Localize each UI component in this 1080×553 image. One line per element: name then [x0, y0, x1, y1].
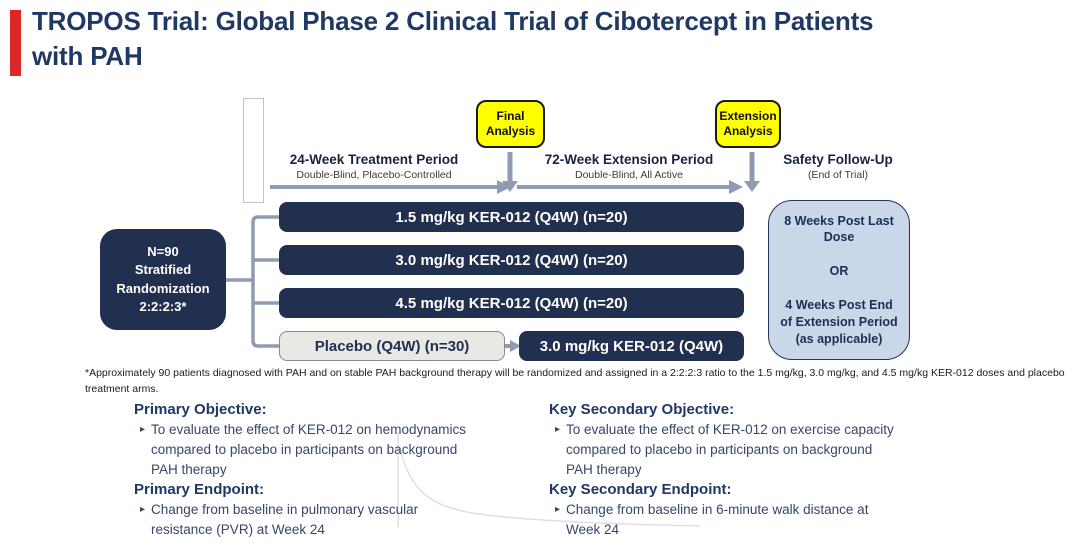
bullet-triangle-icon: ▸ — [555, 424, 561, 436]
primary-endpoint-heading: Primary Endpoint: — [134, 481, 265, 499]
safety-followup-title: Safety Follow-Up — [783, 152, 893, 167]
arm-pill-1-5mg: 1.5 mg/kg KER-012 (Q4W) (n=20) — [279, 202, 744, 232]
bullet-triangle-icon: ▸ — [555, 504, 561, 516]
extension-analysis-flag: Extension Analysis — [715, 100, 781, 148]
page-title: TROPOS Trial: Global Phase 2 Clinical Tr… — [32, 6, 874, 71]
randomization-box: N=90 Stratified Randomization 2:2:2:3* — [100, 229, 226, 330]
cropped-legend-box — [243, 98, 264, 203]
primary-endpoint-text: Change from baseline in pulmonary vascul… — [151, 502, 419, 538]
extension-period-header: 72-Week Extension Period Double-Blind, A… — [479, 152, 779, 181]
key-secondary-objective-text: To evaluate the effect of KER-012 on exe… — [566, 422, 894, 478]
treatment-period-header: 24-Week Treatment Period Double-Blind, P… — [224, 152, 524, 181]
primary-objective-heading: Primary Objective: — [134, 401, 267, 418]
key-secondary-objective-heading: Key Secondary Objective: — [549, 401, 735, 418]
key-secondary-objective-bullet: ▸ To evaluate the effect of KER-012 on e… — [549, 420, 974, 480]
arm-pill-crossover: 3.0 mg/kg KER-012 (Q4W) — [519, 331, 744, 361]
safety-followup-box: 8 Weeks Post Last Dose OR 4 Weeks Post E… — [768, 200, 910, 360]
arm-pill-4-5mg: 4.5 mg/kg KER-012 (Q4W) (n=20) — [279, 288, 744, 318]
primary-objective-text: To evaluate the effect of KER-012 on hem… — [151, 422, 466, 478]
title-accent-bar — [10, 10, 21, 76]
key-secondary-endpoint-text: Change from baseline in 6-minute walk di… — [566, 502, 869, 538]
safety-followup-subtitle: (End of Trial) — [807, 169, 869, 181]
arm-pill-3-0mg: 3.0 mg/kg KER-012 (Q4W) (n=20) — [279, 245, 744, 275]
final-analysis-flag: Final Analysis — [476, 100, 545, 148]
key-secondary-endpoint-bullet: ▸ Change from baseline in 6-minute walk … — [549, 500, 974, 540]
treatment-period-subtitle: Double-Blind, Placebo-Controlled — [296, 169, 452, 181]
arm-pill-placebo: Placebo (Q4W) (n=30) — [279, 331, 505, 361]
footnote: *Approximately 90 patients diagnosed wit… — [85, 367, 1065, 395]
bullet-triangle-icon: ▸ — [140, 424, 146, 436]
safety-followup-header: Safety Follow-Up (End of Trial) — [763, 152, 913, 181]
bullet-triangle-icon: ▸ — [140, 504, 146, 516]
primary-endpoint-bullet: ▸ Change from baseline in pulmonary vasc… — [134, 500, 546, 540]
key-secondary-endpoint-heading: Key Secondary Endpoint: — [549, 481, 732, 499]
secondary-objectives-column: Key Secondary Objective: ▸ To evaluate t… — [549, 400, 974, 540]
primary-objective-bullet: ▸ To evaluate the effect of KER-012 on h… — [134, 420, 546, 480]
primary-objectives-column: Primary Objective: ▸ To evaluate the eff… — [134, 400, 546, 540]
extension-period-subtitle: Double-Blind, All Active — [575, 169, 683, 181]
treatment-period-title: 24-Week Treatment Period — [289, 152, 459, 167]
extension-period-title: 72-Week Extension Period — [544, 152, 714, 167]
